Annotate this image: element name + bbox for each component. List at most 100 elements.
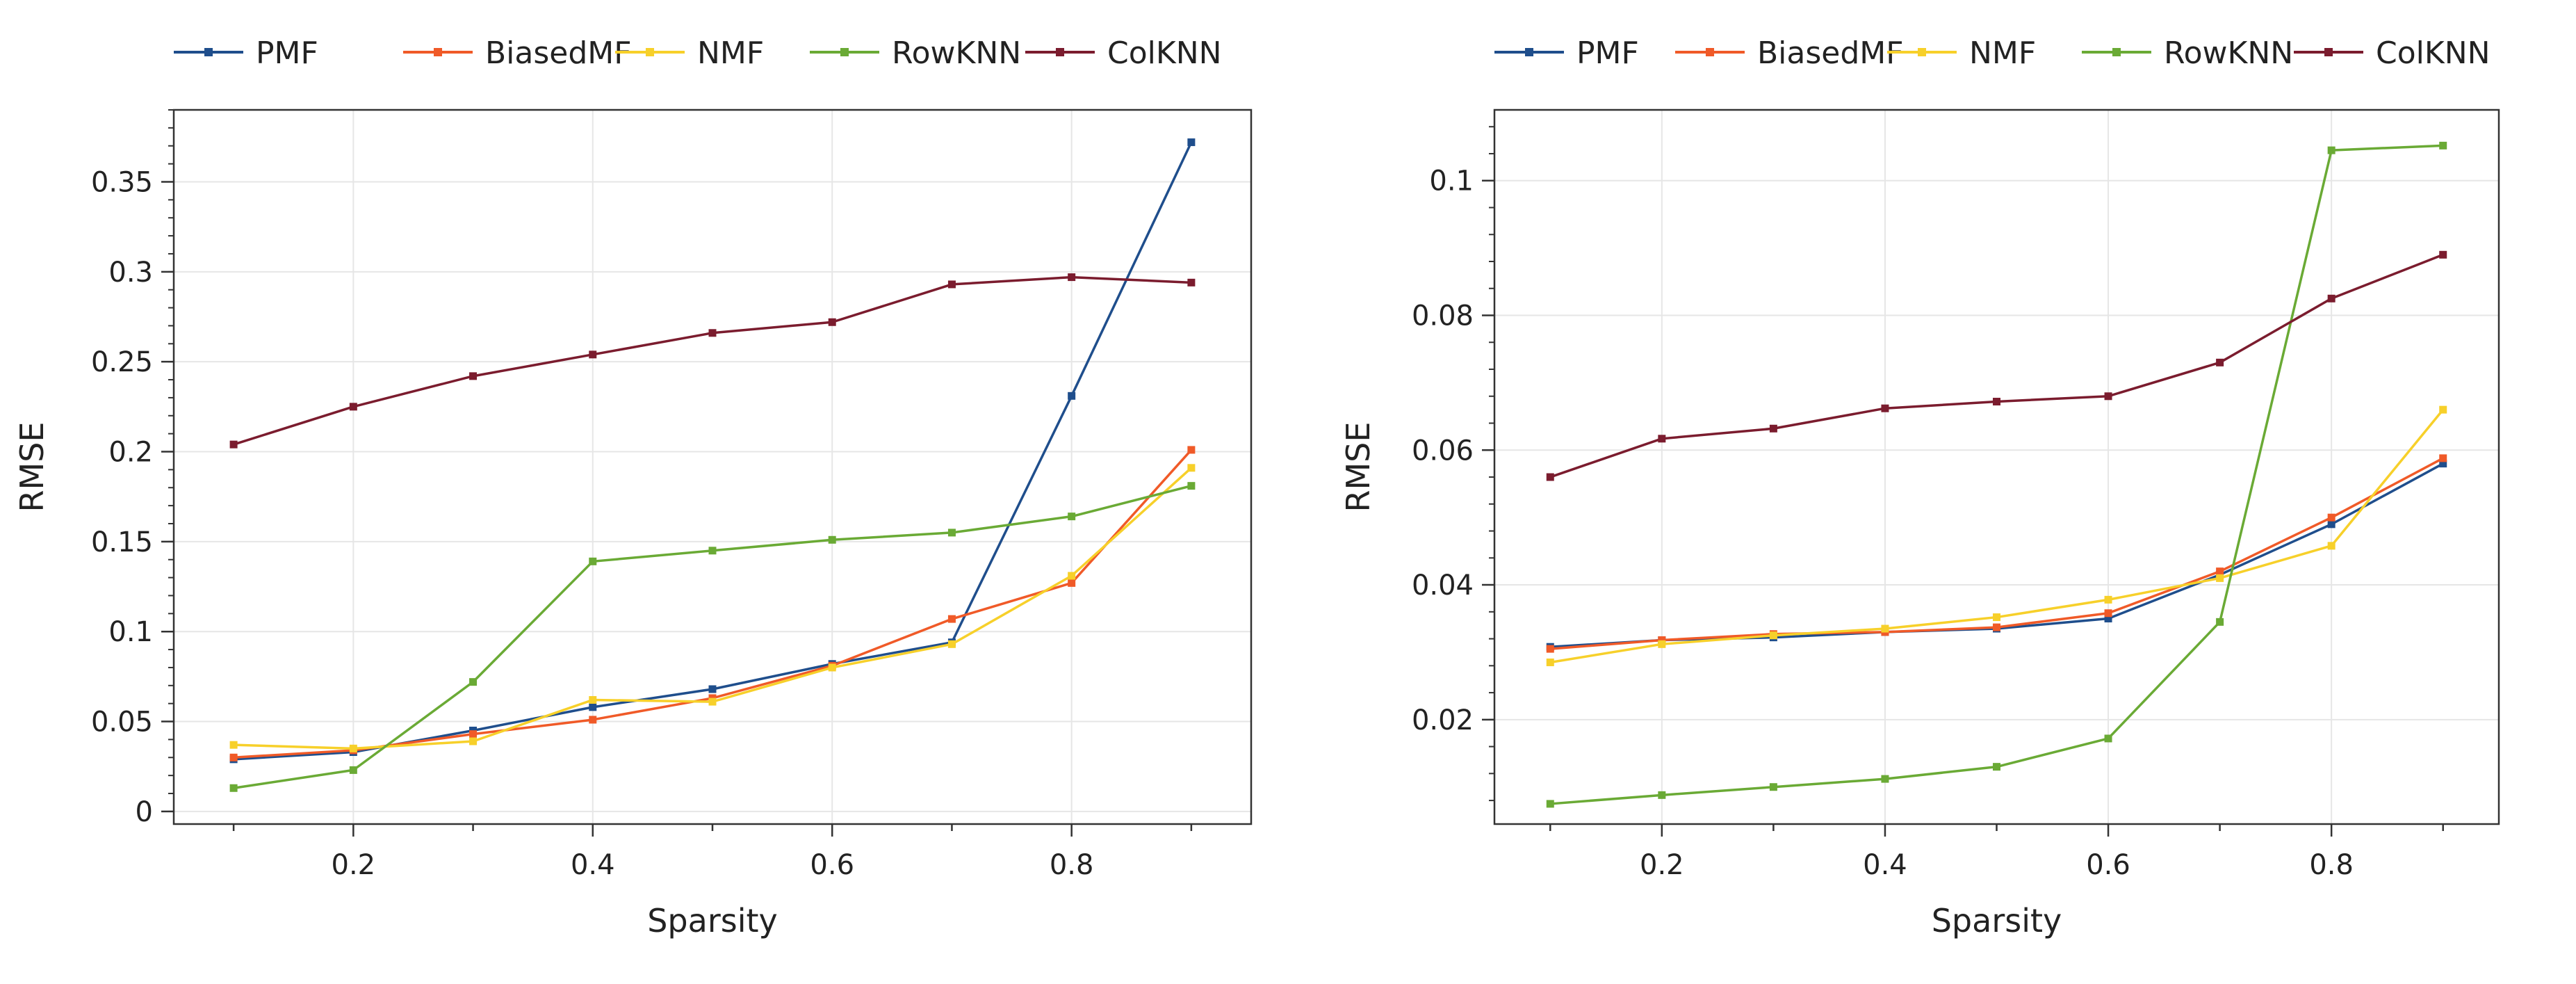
data-point — [229, 753, 238, 761]
series-biasedmf — [229, 446, 1196, 761]
legend-item-biasedmf: BiasedMF — [1675, 35, 1904, 71]
y-tick-label: 0.06 — [1412, 435, 1474, 467]
data-point — [2104, 614, 2112, 622]
gridlines — [1494, 110, 2499, 824]
y-tick-label: 0.3 — [108, 257, 153, 289]
series-nmf — [229, 464, 1196, 752]
legend-swatch-marker — [204, 48, 213, 56]
data-point — [349, 766, 357, 774]
x-axis: 0.2 0.4 0.6 0.8 — [1549, 824, 2444, 881]
legend-label: BiasedMF — [485, 35, 632, 71]
data-point — [1546, 658, 1554, 666]
data-point — [1187, 138, 1196, 147]
data-point — [2327, 294, 2335, 303]
series-colknn — [229, 273, 1196, 449]
x-tick-label: 0.4 — [1863, 849, 1907, 881]
data-point — [1769, 424, 1777, 433]
data-point — [1546, 645, 1554, 653]
y-axis: 0.02 0.04 0.06 0.08 0.1 — [1412, 126, 1494, 802]
y-tick-label: 0.25 — [91, 346, 153, 378]
data-point — [828, 318, 836, 326]
x-tick-label: 0.8 — [2309, 849, 2354, 881]
data-point — [2104, 595, 2112, 604]
legend-swatch-marker — [1056, 48, 1064, 56]
data-point — [1658, 791, 1666, 799]
legend-item-colknn: ColKNN — [2294, 35, 2491, 71]
data-point — [708, 685, 717, 693]
plot-frame — [172, 108, 1253, 825]
data-point — [2216, 618, 2224, 626]
data-point — [589, 696, 597, 704]
data-point — [589, 557, 597, 565]
series-biasedmf — [1546, 454, 2447, 653]
legend-swatch-marker — [1525, 48, 1533, 56]
legend: PMF BiasedMF NMF RowKNN ColKNN — [174, 35, 1222, 71]
data-point — [2104, 609, 2112, 618]
y-tick-label: 0.1 — [1429, 166, 1474, 197]
data-point — [947, 640, 956, 648]
y-tick-label: 0.2 — [108, 437, 153, 469]
data-point — [2104, 392, 2112, 401]
legend-label: NMF — [1969, 35, 2036, 71]
legend-label: BiasedMF — [1757, 35, 1904, 71]
data-point — [828, 663, 836, 672]
series-colknn — [1546, 250, 2447, 481]
series-rowknn — [1546, 141, 2447, 808]
x-tick-label: 0.2 — [332, 849, 376, 881]
data-point — [349, 403, 357, 411]
legend-label: PMF — [256, 35, 318, 71]
data-point — [1546, 800, 1554, 808]
y-tick-label: 0.05 — [91, 707, 153, 739]
data-point — [1068, 579, 1076, 587]
data-point — [947, 615, 956, 623]
series-line — [233, 484, 1192, 789]
data-point — [1187, 464, 1196, 472]
y-tick-label: 0.02 — [1412, 704, 1474, 736]
data-point — [2327, 146, 2335, 154]
data-point — [1068, 273, 1076, 282]
data-point — [1187, 278, 1196, 287]
data-point — [947, 529, 956, 537]
legend-item-nmf: NMF — [1887, 35, 2036, 71]
y-axis-title: RMSE — [1339, 422, 1377, 513]
data-point — [469, 372, 478, 380]
x-axis-title: Sparsity — [647, 902, 778, 939]
legend-swatch-marker — [434, 48, 442, 56]
data-point — [469, 730, 478, 739]
data-point — [589, 703, 597, 711]
data-point — [229, 741, 238, 749]
y-axis-title: RMSE — [13, 422, 51, 513]
legend-label: ColKNN — [2376, 35, 2491, 71]
legend-swatch-marker — [840, 48, 849, 56]
data-point — [1993, 398, 2000, 406]
x-axis-title: Sparsity — [1932, 902, 2062, 939]
data-point — [947, 280, 956, 289]
legend-item-biasedmf: BiasedMF — [403, 35, 632, 71]
data-point — [589, 350, 597, 359]
data-point — [1881, 775, 1889, 783]
legend-swatch-marker — [646, 48, 654, 56]
data-point — [2216, 574, 2224, 582]
data-point — [469, 737, 478, 745]
data-point — [2327, 520, 2335, 529]
legend-item-pmf: PMF — [174, 35, 318, 71]
plot-frame — [1493, 108, 2500, 825]
y-tick-label: 0 — [136, 796, 153, 828]
data-point — [708, 697, 717, 706]
series-rowknn — [229, 482, 1196, 792]
x-tick-label: 0.2 — [1640, 849, 1684, 881]
series-pmf — [229, 138, 1196, 764]
data-point — [1658, 435, 1666, 443]
legend-swatch-marker — [1918, 48, 1926, 56]
y-tick-label: 0.04 — [1412, 570, 1474, 602]
data-point — [1993, 613, 2000, 622]
series-line — [234, 141, 1193, 761]
data-point — [469, 678, 478, 686]
data-point — [2216, 567, 2224, 576]
data-point — [2327, 513, 2335, 522]
legend-label: RowKNN — [2164, 35, 2293, 71]
data-point — [708, 329, 717, 337]
data-point — [2104, 734, 2112, 743]
chart-1: 0 0.05 0.1 0.15 0.2 0.25 0.3 0.35 0.2 0.4 0.6 0.8 Sp… — [13, 35, 1253, 939]
